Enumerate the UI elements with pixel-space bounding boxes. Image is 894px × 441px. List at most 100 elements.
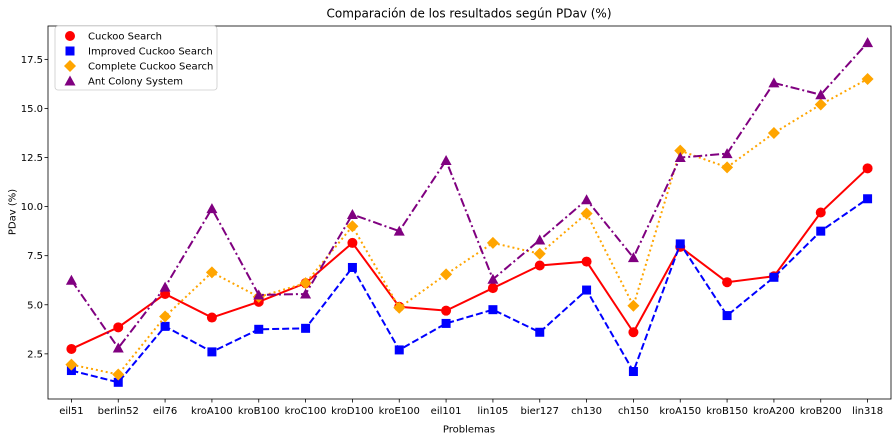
data-point-improved-cuckoo-search <box>675 239 685 249</box>
legend-marker-complete-cuckoo-search <box>64 60 76 72</box>
x-tick-label: lin105 <box>477 406 508 417</box>
data-point-improved-cuckoo-search <box>113 377 123 387</box>
data-point-cuckoo-search <box>487 283 498 294</box>
data-point-complete-cuckoo-search <box>299 277 312 290</box>
legend-label-complete-cuckoo-search: Complete Cuckoo Search <box>88 62 213 73</box>
y-axis-label: PDav (%) <box>8 189 19 235</box>
data-point-complete-cuckoo-search <box>112 368 125 381</box>
data-point-improved-cuckoo-search <box>488 305 498 315</box>
legend-item-improved-cuckoo-search: Improved Cuckoo Search <box>65 46 213 58</box>
y-axis: 2.5 5.0 7.5 10.0 12.5 15.0 17.5 <box>21 55 48 360</box>
x-tick-label: kroC100 <box>285 406 327 417</box>
data-point-ant-colony-system <box>159 281 171 292</box>
legend-marker-ant-colony-system <box>64 75 76 86</box>
series-complete-cuckoo-search <box>65 73 874 381</box>
data-point-cuckoo-search <box>581 256 592 267</box>
legend-marker-cuckoo-search <box>65 31 75 41</box>
legend-item-cuckoo-search: Cuckoo Search <box>65 31 162 43</box>
data-point-complete-cuckoo-search <box>674 144 687 157</box>
x-tick-label: kroB150 <box>706 406 748 417</box>
data-point-complete-cuckoo-search <box>627 299 640 312</box>
data-point-ant-colony-system <box>581 194 593 205</box>
data-point-complete-cuckoo-search <box>65 358 78 371</box>
y-tick-label: 10.0 <box>21 202 43 213</box>
series-line-improved-cuckoo-search <box>71 197 869 384</box>
data-point-complete-cuckoo-search <box>486 236 499 249</box>
legend-label-ant-colony-system: Ant Colony System <box>88 77 183 88</box>
legend-box <box>54 25 218 91</box>
x-tick-label: kroA150 <box>659 406 701 417</box>
series-line-complete-cuckoo-search <box>71 78 869 376</box>
y-tick-label: 7.5 <box>27 251 43 262</box>
data-point-cuckoo-search <box>206 312 217 323</box>
y-tick-label: 2.5 <box>27 349 43 360</box>
data-point-ant-colony-system <box>815 89 827 100</box>
chart-title: Comparación de los resultados según PDav… <box>326 7 611 21</box>
legend-items: Cuckoo Search Improved Cuckoo Search Compl… <box>64 31 213 88</box>
data-point-improved-cuckoo-search <box>347 262 357 272</box>
legend-marker-improved-cuckoo-search <box>65 46 75 56</box>
x-tick-label: kroB100 <box>238 406 280 417</box>
data-point-complete-cuckoo-search <box>861 73 874 86</box>
data-point-cuckoo-search <box>113 322 124 333</box>
data-point-ant-colony-system <box>112 342 124 353</box>
data-point-improved-cuckoo-search <box>160 321 170 331</box>
x-tick-label: eil51 <box>59 406 83 417</box>
x-tick-label: berlin52 <box>98 406 139 417</box>
x-tick-label: ch130 <box>571 406 602 417</box>
x-axis: eil51 berlin52 eil76 kroA100 kroB100 kroC100 k… <box>59 399 883 417</box>
plot-frame <box>47 25 892 400</box>
data-point-improved-cuckoo-search <box>722 311 732 321</box>
data-point-ant-colony-system <box>393 225 405 236</box>
data-point-ant-colony-system <box>65 274 77 285</box>
legend-label-improved-cuckoo-search: Improved Cuckoo Search <box>88 47 213 58</box>
data-point-ant-colony-system <box>534 234 546 245</box>
data-point-cuckoo-search <box>347 237 358 248</box>
series-layer <box>65 37 874 387</box>
x-tick-label: ch150 <box>618 406 649 417</box>
legend-item-ant-colony-system: Ant Colony System <box>64 75 183 88</box>
data-point-improved-cuckoo-search <box>207 347 217 357</box>
x-tick-label: lin318 <box>852 406 883 417</box>
data-point-cuckoo-search <box>441 305 452 316</box>
data-point-complete-cuckoo-search <box>533 247 546 260</box>
data-point-complete-cuckoo-search <box>346 220 359 233</box>
data-point-complete-cuckoo-search <box>814 98 827 111</box>
data-point-improved-cuckoo-search <box>769 272 779 282</box>
data-point-ant-colony-system <box>721 148 733 159</box>
data-point-improved-cuckoo-search <box>628 367 638 377</box>
series-line-ant-colony-system <box>70 42 869 350</box>
series-ant-colony-system <box>65 37 874 353</box>
data-point-ant-colony-system <box>487 273 499 284</box>
legend: Cuckoo Search Improved Cuckoo Search Compl… <box>54 25 218 91</box>
x-tick-label: eil101 <box>431 406 462 417</box>
x-tick-label: eil76 <box>153 406 177 417</box>
y-tick-label: 17.5 <box>21 55 43 66</box>
data-point-ant-colony-system <box>674 152 686 163</box>
data-point-improved-cuckoo-search <box>394 345 404 355</box>
x-tick-label: kroE100 <box>379 406 420 417</box>
legend-item-complete-cuckoo-search: Complete Cuckoo Search <box>64 60 213 73</box>
data-point-cuckoo-search <box>628 327 639 338</box>
data-point-cuckoo-search <box>534 260 545 271</box>
data-point-ant-colony-system <box>300 288 312 299</box>
x-tick-label: kroA100 <box>191 406 233 417</box>
data-point-ant-colony-system <box>440 154 452 165</box>
y-tick-label: 5.0 <box>27 300 43 311</box>
x-tick-label: bier127 <box>521 406 559 417</box>
data-point-improved-cuckoo-search <box>441 318 451 328</box>
data-point-ant-colony-system <box>768 77 780 88</box>
data-point-improved-cuckoo-search <box>535 327 545 337</box>
data-point-ant-colony-system <box>206 203 218 214</box>
data-point-complete-cuckoo-search <box>205 266 218 279</box>
data-point-improved-cuckoo-search <box>863 194 873 204</box>
data-point-cuckoo-search <box>66 343 77 354</box>
data-point-complete-cuckoo-search <box>440 268 453 281</box>
data-point-complete-cuckoo-search <box>393 301 406 314</box>
data-point-improved-cuckoo-search <box>301 323 311 333</box>
data-point-complete-cuckoo-search <box>580 207 593 220</box>
legend-label-cuckoo-search: Cuckoo Search <box>88 32 162 43</box>
data-point-ant-colony-system <box>862 37 874 48</box>
y-tick-label: 15.0 <box>21 104 43 115</box>
